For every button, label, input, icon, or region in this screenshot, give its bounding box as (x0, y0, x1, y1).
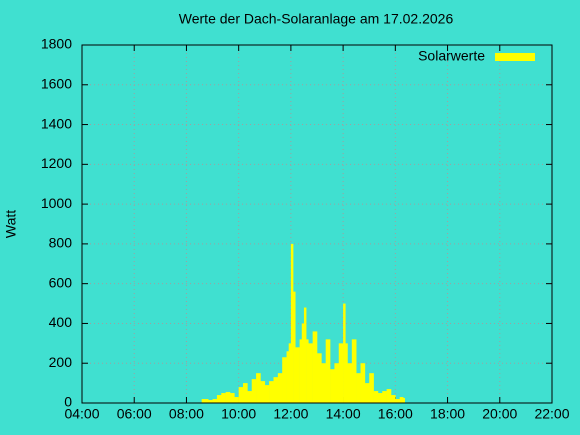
bar (369, 373, 374, 403)
bar (229, 393, 235, 403)
bar (299, 339, 303, 403)
bar (243, 383, 248, 403)
y-tick-label: 1400 (41, 115, 72, 131)
bar (238, 387, 244, 403)
bar (264, 385, 270, 403)
x-tick-label: 18:00 (430, 406, 465, 422)
y-tick-label: 1600 (41, 75, 72, 91)
bar (312, 331, 318, 403)
bar (382, 391, 387, 403)
plot-border (81, 44, 553, 404)
bar (306, 339, 309, 403)
x-tick-label: 12:00 (273, 406, 308, 422)
bar (286, 351, 290, 403)
bar (338, 343, 344, 403)
bar (301, 323, 305, 403)
bar (351, 339, 357, 403)
y-tick-label: 1200 (41, 155, 72, 171)
bar (295, 347, 300, 403)
bar (293, 291, 296, 403)
bar (303, 307, 307, 403)
bar (251, 379, 257, 403)
x-tick-label: 22:00 (534, 406, 569, 422)
bar (343, 303, 346, 403)
y-tick-label: 400 (49, 314, 73, 330)
bar (403, 398, 405, 403)
bar (356, 373, 361, 403)
bar (282, 357, 287, 403)
x-tick-label: 06:00 (117, 406, 152, 422)
bar (360, 363, 366, 403)
bar (347, 363, 353, 403)
bar (290, 243, 294, 403)
y-tick-label: 800 (49, 235, 73, 251)
bar (399, 397, 404, 403)
bar (203, 399, 209, 403)
y-tick-label: 200 (49, 354, 73, 370)
bar (395, 399, 400, 403)
chart-title: Werte der Dach-Solaranlage am 17.02.2026 (179, 11, 454, 27)
x-tick-label: 08:00 (169, 406, 204, 422)
bar (325, 339, 331, 403)
bar (212, 399, 218, 403)
bar (377, 393, 383, 403)
bar (234, 397, 239, 403)
bar (321, 363, 327, 403)
bar (390, 395, 396, 403)
bar (201, 399, 205, 403)
bar (269, 381, 274, 403)
bar (330, 369, 335, 403)
bar (308, 343, 313, 403)
bar (225, 392, 231, 403)
x-tick-label: 20:00 (482, 406, 517, 422)
bar (317, 353, 322, 403)
y-tick-label: 600 (49, 274, 73, 290)
bar (277, 373, 283, 403)
bar (216, 395, 222, 403)
bar (345, 343, 348, 403)
bar (364, 383, 370, 403)
legend-label: Solarwerte (418, 48, 485, 64)
bar (386, 389, 392, 403)
y-tick-label: 1000 (41, 195, 72, 211)
x-tick-label: 14:00 (326, 406, 361, 422)
bar (288, 343, 292, 403)
bar (373, 391, 379, 403)
y-tick-label: 0 (64, 394, 72, 410)
x-tick-label: 16:00 (378, 406, 413, 422)
x-tick-label: 10:00 (221, 406, 256, 422)
bar (260, 381, 266, 403)
bar (273, 377, 279, 403)
y-axis-label: Watt (3, 210, 19, 238)
bar (256, 373, 261, 403)
bar (221, 393, 226, 403)
bar (334, 363, 340, 403)
y-tick-label: 1800 (41, 36, 72, 52)
legend-swatch (495, 53, 535, 61)
bar (208, 400, 213, 403)
x-tick-label: 04:00 (64, 406, 99, 422)
bar (247, 391, 253, 403)
